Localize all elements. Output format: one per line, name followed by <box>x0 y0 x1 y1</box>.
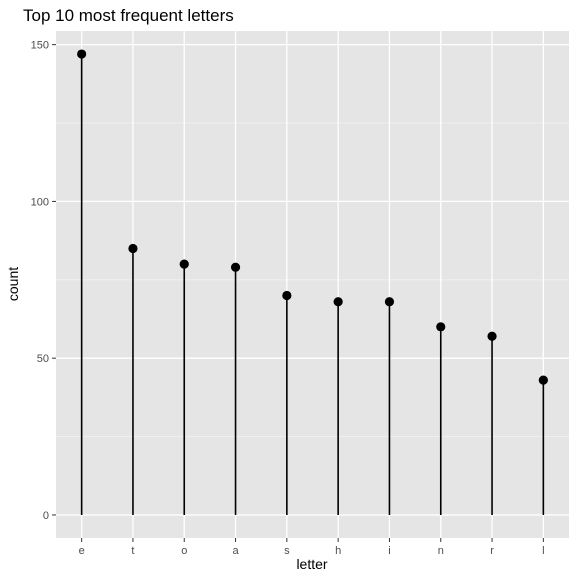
y-axis-ticks: 0 50 100 150 <box>31 40 56 522</box>
lollipop-point <box>487 332 496 341</box>
x-tick-label: n <box>438 545 444 557</box>
y-tick-label: 50 <box>37 353 49 365</box>
x-tick-label: l <box>542 545 544 557</box>
lollipop-point <box>180 260 189 269</box>
lollipop-point <box>282 291 291 300</box>
lollipop-point <box>539 376 548 385</box>
y-axis-title: count <box>5 267 21 301</box>
x-tick-label: o <box>181 545 187 557</box>
x-tick-label: s <box>284 545 290 557</box>
lollipop-point <box>385 297 394 306</box>
lollipop-point <box>128 244 137 253</box>
x-tick-label: a <box>232 545 239 557</box>
y-tick-label: 0 <box>43 510 49 522</box>
x-tick-label: r <box>490 545 494 557</box>
lollipop-point <box>77 49 86 58</box>
lollipop-point <box>334 297 343 306</box>
lollipop-point <box>436 322 445 331</box>
lollipop-point <box>231 263 240 272</box>
x-tick-label: h <box>335 545 341 557</box>
chart-title: Top 10 most frequent letters <box>23 6 234 25</box>
y-tick-label: 150 <box>31 40 49 52</box>
y-tick-label: 100 <box>31 196 49 208</box>
x-tick-label: e <box>79 545 85 557</box>
x-axis-title: letter <box>296 556 327 572</box>
x-tick-label: t <box>131 545 134 557</box>
x-tick-label: i <box>388 545 390 557</box>
